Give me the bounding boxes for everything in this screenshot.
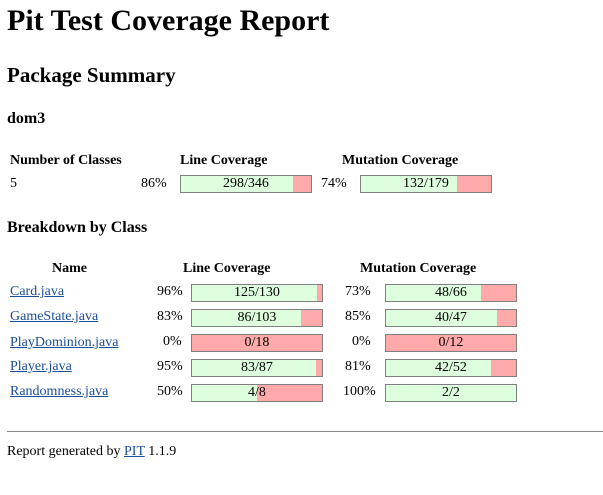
class-mutation-ratio: 42/52 bbox=[435, 360, 467, 375]
class-mutation-bar: 40/47 bbox=[385, 309, 517, 327]
class-mutation-fill bbox=[386, 385, 516, 401]
class-mutation-fill bbox=[386, 360, 492, 376]
class-mutation-fill bbox=[386, 310, 497, 326]
class-link-randomness[interactable]: Randomness.java bbox=[10, 384, 109, 399]
page-title: Pit Test Coverage Report bbox=[7, 4, 330, 37]
class-line-percent: 96% bbox=[157, 284, 183, 299]
class-mutation-percent: 73% bbox=[345, 284, 371, 299]
class-mutation-ratio: 2/2 bbox=[442, 385, 460, 400]
footer-divider bbox=[7, 431, 603, 432]
class-link-player[interactable]: Player.java bbox=[10, 359, 72, 374]
line-coverage-percent: 86% bbox=[141, 176, 167, 191]
breakdown-heading: Breakdown by Class bbox=[7, 219, 148, 236]
class-mutation-ratio: 40/47 bbox=[435, 310, 467, 325]
class-line-fill bbox=[192, 310, 301, 326]
mutation-coverage-percent: 74% bbox=[321, 176, 347, 191]
class-link-card[interactable]: Card.java bbox=[10, 284, 65, 299]
class-line-ratio: 0/18 bbox=[244, 335, 270, 350]
class-line-fill bbox=[192, 360, 317, 376]
class-line-percent: 83% bbox=[157, 309, 183, 324]
class-line-bar: 83/87 bbox=[191, 359, 323, 377]
class-mutation-ratio: 0/12 bbox=[438, 335, 464, 350]
package-name: dom3 bbox=[7, 110, 46, 127]
class-mutation-percent: 100% bbox=[343, 384, 376, 399]
class-line-bar: 125/130 bbox=[191, 284, 323, 302]
class-line-bar: 0/18 bbox=[191, 334, 323, 352]
class-line-fill bbox=[192, 385, 257, 401]
footer-version: 1.1.9 bbox=[148, 444, 177, 459]
class-mutation-bar: 2/2 bbox=[385, 384, 517, 402]
class-line-bar: 4/8 bbox=[191, 384, 323, 402]
header-name: Name bbox=[52, 261, 87, 276]
class-line-ratio: 125/130 bbox=[234, 285, 280, 300]
mutation-coverage-bar: 132/179 bbox=[360, 175, 492, 193]
header-class-line-coverage: Line Coverage bbox=[183, 261, 271, 276]
header-mutation-coverage: Mutation Coverage bbox=[342, 153, 459, 168]
mutation-coverage-fill bbox=[361, 176, 457, 192]
pit-link[interactable]: PIT bbox=[124, 444, 145, 459]
mutation-coverage-ratio: 132/179 bbox=[403, 176, 449, 191]
class-link-playdominion[interactable]: PlayDominion.java bbox=[10, 335, 119, 350]
footer: Report generated by PIT 1.1.9 bbox=[7, 443, 176, 461]
class-mutation-percent: 0% bbox=[352, 334, 371, 349]
class-line-ratio: 83/87 bbox=[241, 360, 273, 375]
footer-prefix: Report generated by bbox=[7, 444, 121, 459]
header-number-of-classes: Number of Classes bbox=[10, 153, 122, 168]
package-summary-heading: Package Summary bbox=[7, 63, 176, 87]
class-link-gamestate[interactable]: GameState.java bbox=[10, 309, 99, 324]
header-class-mutation-coverage: Mutation Coverage bbox=[360, 261, 477, 276]
class-line-ratio: 86/103 bbox=[237, 310, 277, 325]
class-mutation-ratio: 48/66 bbox=[435, 285, 467, 300]
class-mutation-percent: 85% bbox=[345, 309, 371, 324]
class-line-percent: 50% bbox=[157, 384, 183, 399]
class-mutation-bar: 0/12 bbox=[385, 334, 517, 352]
line-coverage-fill bbox=[181, 176, 293, 192]
class-line-bar: 86/103 bbox=[191, 309, 323, 327]
class-mutation-percent: 81% bbox=[345, 359, 371, 374]
line-coverage-ratio: 298/346 bbox=[223, 176, 269, 191]
class-mutation-bar: 48/66 bbox=[385, 284, 517, 302]
class-mutation-fill bbox=[386, 285, 481, 301]
class-line-ratio: 4/8 bbox=[248, 385, 266, 400]
class-line-fill bbox=[192, 285, 318, 301]
class-mutation-bar: 42/52 bbox=[385, 359, 517, 377]
class-line-percent: 95% bbox=[157, 359, 183, 374]
class-line-percent: 0% bbox=[163, 334, 182, 349]
header-line-coverage: Line Coverage bbox=[180, 153, 268, 168]
line-coverage-bar: 298/346 bbox=[180, 175, 312, 193]
number-of-classes-value: 5 bbox=[10, 176, 17, 191]
